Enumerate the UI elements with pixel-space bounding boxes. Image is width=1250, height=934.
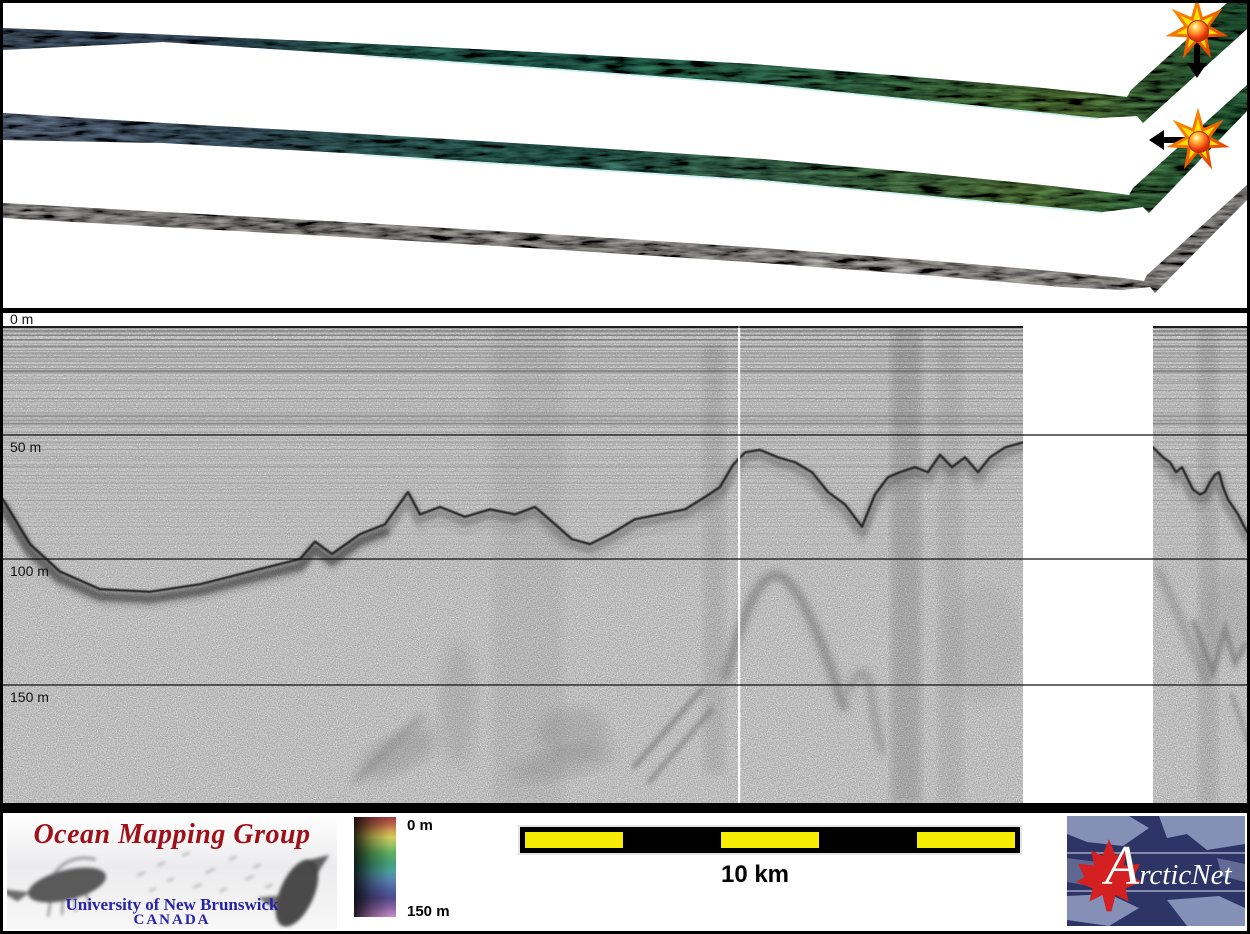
seafloor-trace [3, 456, 1025, 610]
fish-silhouette-icon [257, 854, 330, 927]
arrow-left-icon [1149, 130, 1192, 150]
deep-blobs [359, 568, 1247, 782]
depth-color-scale [354, 817, 396, 917]
scale-bar-segment-black [819, 832, 917, 848]
depth-label-50m: 50 m [10, 439, 41, 455]
footer-legend-bar: Ocean Mapping Group University of New Br… [3, 813, 1247, 931]
arrow-down-icon [1187, 33, 1207, 78]
seafloor-trace [3, 441, 1025, 593]
scale-bar-segment-yellow [525, 832, 623, 848]
echogram-seam-line [738, 326, 741, 803]
arcticnet-logo: ArcticNet [1067, 816, 1245, 926]
scale-bar-segments [525, 832, 1015, 848]
swath-edge-highlight [362, 154, 1104, 214]
echogram-noise-columns [493, 326, 1218, 803]
scale-bar-segment-black [623, 832, 721, 848]
bathymetry-swath-strip-2 [3, 85, 1247, 213]
arcticnet-logo-art [1067, 816, 1245, 926]
sun-ball-icon [1187, 20, 1209, 42]
sun-ball-icon [1188, 131, 1210, 153]
krill-silhouette-icon [7, 856, 106, 917]
depth-label-150m: 150 m [10, 689, 49, 705]
seafloor-trace [1151, 446, 1247, 533]
bathymetry-swath-strip-1 [3, 3, 1247, 123]
scale-bar-label: 10 km [720, 861, 790, 888]
depth-label-0m: 0 m [10, 313, 33, 327]
omg-logo-university: University of New Brunswick [65, 895, 279, 914]
ocean-mapping-group-logo: Ocean Mapping Group University of New Br… [7, 815, 337, 929]
omg-logo-country: CANADA [133, 912, 211, 928]
seafloor-trace [1148, 447, 1247, 542]
arcticnet-initial: A [1105, 835, 1140, 897]
seafloor-trace [1151, 461, 1247, 550]
swath-strips-panel [3, 3, 1247, 308]
omg-logo-title: Ocean Mapping Group [33, 819, 311, 850]
echogram-canvas: 0 m 50 m 100 m 150 m [3, 313, 1247, 803]
scale-bar-segment-yellow [917, 832, 1015, 848]
echogram-segments [3, 326, 1247, 803]
map-scale-bar [520, 827, 1020, 853]
depth-label-100m: 100 m [10, 563, 49, 579]
arcticnet-rest: rcticNet [1139, 859, 1232, 891]
depth-gridlines [3, 434, 1247, 686]
maple-leaf-icon [1076, 839, 1142, 912]
swath-edge-highlight [362, 55, 1100, 120]
scale-bar-segment-yellow [721, 832, 819, 848]
backscatter-strip [3, 185, 1247, 293]
sun-illumination-marker-down [1165, 3, 1229, 78]
depth-labels: 0 m 50 m 100 m 150 m [10, 313, 49, 705]
depth-scale-bottom-label: 150 m [407, 903, 450, 920]
omg-logo-art [7, 851, 330, 927]
swath-strips-canvas [3, 3, 1247, 293]
subbottom-echogram-panel: 0 m 50 m 100 m 150 m [3, 313, 1247, 803]
arcticnet-logo-text: ArcticNet [1105, 838, 1232, 894]
sun-illumination-marker-left [1149, 107, 1230, 170]
plankton-dashes [136, 851, 274, 893]
depth-scale-top-label: 0 m [407, 817, 433, 834]
